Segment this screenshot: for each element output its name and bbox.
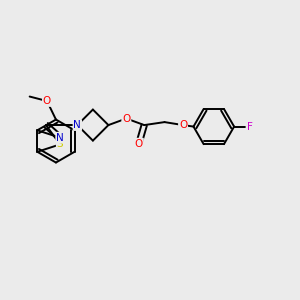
- Text: F: F: [247, 122, 253, 132]
- Text: O: O: [179, 120, 187, 130]
- Text: N: N: [74, 120, 81, 130]
- Text: S: S: [57, 140, 63, 149]
- Text: O: O: [122, 113, 130, 124]
- Text: O: O: [135, 139, 143, 148]
- Text: O: O: [43, 96, 51, 106]
- Text: N: N: [56, 133, 64, 143]
